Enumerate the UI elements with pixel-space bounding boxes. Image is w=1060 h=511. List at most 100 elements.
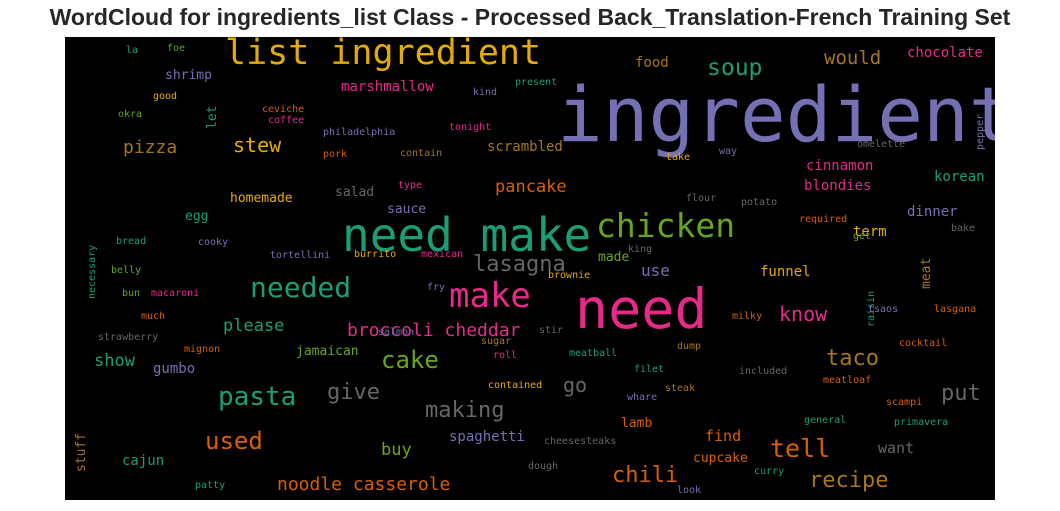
word-king: king [628, 244, 652, 255]
word-strawberry: strawberry [98, 332, 158, 343]
word-tell: tell [770, 434, 830, 463]
word-dough: dough [528, 461, 558, 472]
word-lasagna: lasagna [473, 252, 566, 277]
word-salad: salad [335, 185, 374, 200]
word-mignon: mignon [184, 344, 220, 355]
word-recipe: recipe [809, 468, 888, 493]
word-potato: potato [741, 197, 777, 208]
word-fry: fry [427, 282, 445, 293]
word-spaghetti: spaghetti [449, 429, 525, 445]
word-funnel: funnel [760, 264, 811, 280]
word-pizza: pizza [123, 137, 177, 158]
word-put: put [941, 381, 981, 406]
word-know: know [779, 302, 828, 326]
word-filet: filet [634, 364, 664, 375]
word-cupcake: cupcake [693, 451, 748, 466]
word-list-ingredient: list ingredient [225, 37, 541, 73]
word-coffee: coffee [268, 115, 304, 126]
word-find: find [705, 427, 741, 445]
word-homemade: homemade [230, 191, 293, 206]
word-food: food [635, 55, 669, 71]
word-let: let [205, 106, 220, 129]
word-salmon: salmon [378, 327, 414, 338]
word-much: much [141, 311, 165, 322]
word-made: made [598, 250, 629, 265]
word-lasgana: lasgana [934, 304, 976, 315]
word-whare: whare [627, 392, 657, 403]
word-tsaos: tsaos [868, 304, 898, 315]
word-primavera: primavera [894, 417, 948, 428]
word-need: need [575, 277, 707, 341]
word-brownie: brownie [548, 270, 590, 281]
word-curry: curry [754, 466, 784, 477]
word-would: would [824, 47, 881, 69]
word-chili: chili [612, 463, 678, 488]
word-chicken: chicken [596, 206, 735, 245]
word-cake: cake [381, 346, 439, 374]
word-get: get [853, 231, 871, 242]
word-ceviche: ceviche [262, 104, 304, 115]
word-contain: contain [400, 148, 442, 159]
word-type: type [398, 180, 422, 191]
word-need-make: need make [342, 208, 591, 262]
word-cooky: cooky [198, 237, 228, 248]
word-take: take [666, 152, 690, 163]
word-steak: steak [665, 383, 695, 394]
word-contained: contained [488, 380, 542, 391]
word-meatball: meatball [569, 348, 617, 359]
word-macaroni: macaroni [151, 288, 199, 299]
word-bread: bread [116, 236, 146, 247]
word-lamb: lamb [621, 416, 652, 431]
word-pasta: pasta [218, 382, 296, 412]
word-soup: soup [707, 55, 762, 81]
word-sugar: sugar [481, 336, 511, 347]
word-present: present [515, 77, 557, 88]
word-general: general [804, 415, 846, 426]
word-foe: foe [167, 43, 185, 54]
word-taco: taco [826, 346, 879, 371]
word-milky: milky [732, 311, 762, 322]
word-go: go [563, 373, 587, 397]
chart-title: WordCloud for ingredients_list Class - P… [49, 4, 1011, 30]
word-buy: buy [381, 440, 412, 460]
word-dinner: dinner [907, 204, 958, 220]
word-la: la [126, 45, 138, 56]
word-meat: meat [919, 258, 934, 289]
word-raisin: raisin [866, 291, 877, 327]
word-belly: belly [111, 265, 141, 276]
word-making: making [425, 398, 504, 423]
word-ingredient: ingredient [557, 70, 995, 159]
word-sauce: sauce [387, 202, 426, 217]
word-please: please [223, 316, 284, 336]
word-pepper: pepper [975, 114, 986, 150]
word-needed: needed [250, 271, 351, 304]
word-use: use [641, 261, 670, 280]
word-kind: kind [473, 87, 497, 98]
word-look: look [677, 485, 701, 496]
word-cajun: cajun [122, 453, 164, 469]
word-chocolate: chocolate [907, 45, 983, 61]
word-burrito: burrito [354, 249, 396, 260]
word-pork: pork [323, 149, 347, 160]
word-marshmallow: marshmallow [341, 79, 434, 95]
word-scampi: scampi [886, 397, 922, 408]
word-meatloaf: meatloaf [823, 375, 871, 386]
word-cocktail: cocktail [899, 338, 947, 349]
word-mexican: mexican [421, 249, 463, 260]
word-patty: patty [195, 480, 225, 491]
word-noodle-casserole: noodle casserole [277, 474, 450, 495]
word-omelette: omelette [857, 139, 905, 150]
word-jamaican: jamaican [296, 344, 359, 359]
word-included: included [739, 366, 787, 377]
word-want: want [878, 439, 914, 457]
word-stuff: stuff [74, 433, 89, 472]
word-dump: dump [677, 341, 701, 352]
word-okra: okra [118, 109, 142, 120]
word-korean: korean [934, 169, 985, 185]
word-way: way [719, 146, 737, 157]
word-shrimp: shrimp [165, 68, 212, 83]
word-show: show [94, 351, 136, 371]
word-scrambled: scrambled [487, 139, 563, 155]
word-blondies: blondies [804, 178, 871, 194]
word-used: used [205, 427, 263, 455]
